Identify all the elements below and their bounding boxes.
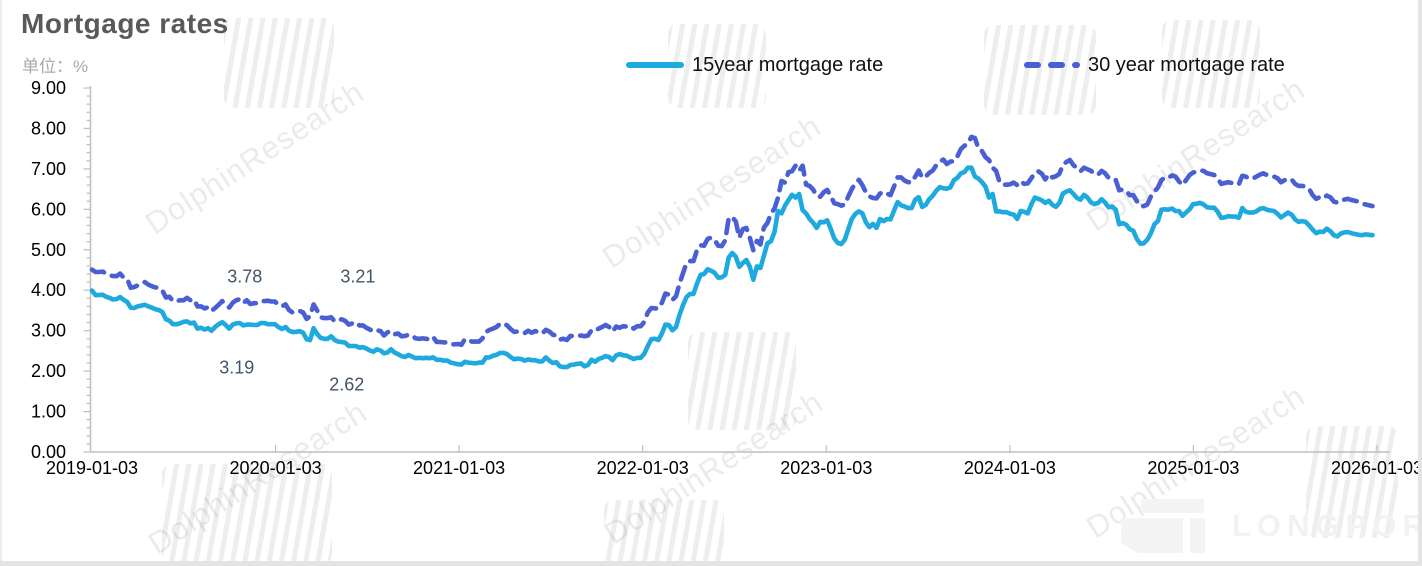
- y-tick-label: 9.00: [31, 78, 66, 98]
- annotation-label: 3.78: [227, 266, 263, 287]
- y-tick-label: 4.00: [31, 280, 66, 300]
- x-tick-label: 2022-01-03: [597, 458, 689, 478]
- x-tick-label: 2026-01-03: [1331, 458, 1422, 478]
- legend-item-label: 15year mortgage rate: [692, 53, 884, 76]
- annotation-label: 3.19: [219, 357, 255, 378]
- longport-logo-text: LONGPORT: [1232, 508, 1422, 543]
- y-tick-label: 7.00: [31, 159, 66, 179]
- frame-border: [0, 0, 2, 566]
- legend-item-label: 30 year mortgage rate: [1088, 53, 1285, 76]
- x-tick-label: 2019-01-03: [46, 458, 138, 478]
- series-15year-line: [89, 165, 1375, 370]
- annotation-label: 2.62: [329, 374, 365, 395]
- longport-logo-icon: [1190, 518, 1205, 553]
- x-tick-label: 2021-01-03: [413, 458, 505, 478]
- frame-border: [0, 561, 1422, 566]
- x-tick-label: 2025-01-03: [1147, 458, 1239, 478]
- series-30year-line: [89, 134, 1375, 348]
- unit-label: 单位：%: [22, 57, 89, 76]
- y-tick-label: 0.00: [31, 442, 66, 462]
- x-tick-label: 2020-01-03: [230, 458, 322, 478]
- longport-logo-icon: [1141, 499, 1204, 513]
- y-tick-label: 3.00: [31, 321, 66, 341]
- page-title: Mortgage rates: [21, 8, 229, 39]
- x-tick-label: 2023-01-03: [780, 458, 872, 478]
- legend-swatch-30year: [1024, 61, 1080, 69]
- legend-item-15year: 15year mortgage rate: [626, 50, 883, 80]
- annotation-label: 3.21: [340, 266, 376, 287]
- y-tick-label: 8.00: [31, 118, 66, 138]
- y-tick-label: 5.00: [31, 240, 66, 260]
- y-tick-label: 1.00: [31, 402, 66, 422]
- legend-swatch-15year: [626, 61, 684, 69]
- frame-border: [1418, 0, 1422, 566]
- x-tick-label: 2024-01-03: [964, 458, 1056, 478]
- y-axis: 0.00 1.00 2.00 3.00 4.00 5.00 6.00 7.00 8.00 9.00: [31, 78, 92, 462]
- y-tick-label: 6.00: [31, 199, 66, 219]
- legend-item-30year: 30 year mortgage rate: [1024, 50, 1285, 80]
- longport-logo-icon: [1121, 518, 1183, 553]
- x-axis: 2019-01-03 2020-01-03 2021-01-03 2022-01-03…: [46, 445, 1422, 478]
- y-tick-label: 2.00: [31, 361, 66, 381]
